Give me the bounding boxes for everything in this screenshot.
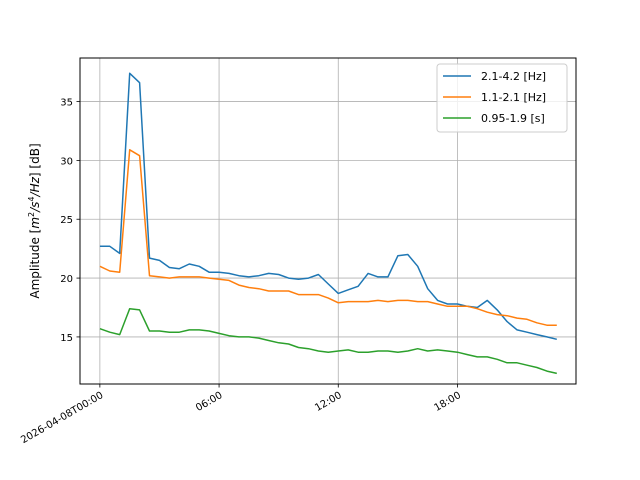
y-axis-label: Amplitude [m2/s4/Hz] [dB]: [27, 143, 42, 298]
legend-label-1: 2.1-4.2 [Hz]: [481, 70, 546, 83]
y-axis-ticks: 15 20 25 30 35: [60, 98, 80, 344]
y-tick-label: 25: [60, 215, 73, 226]
x-tick-label: 2026-04-08T00:00: [19, 390, 105, 446]
x-tick-label: 18:00: [432, 390, 462, 414]
x-axis-ticks: 2026-04-08T00:00 06:00 12:00 18:00: [19, 384, 463, 446]
legend: 2.1-4.2 [Hz] 1.1-2.1 [Hz] 0.95-1.9 [s]: [436, 63, 568, 133]
x-tick-label: 06:00: [194, 390, 224, 414]
series-line-1: [99, 72, 557, 341]
plot-frame: [79, 57, 577, 385]
y-tick-label: 15: [60, 333, 73, 344]
legend-label-2: 1.1-2.1 [Hz]: [481, 91, 546, 104]
series-lines: [99, 72, 557, 375]
legend-box: [436, 63, 568, 133]
series-line-3: [99, 307, 557, 375]
y-tick-label: 20: [60, 274, 73, 285]
x-tick-label: 12:00: [313, 390, 343, 414]
series-line-2: [99, 149, 557, 326]
y-tick-label: 35: [60, 98, 73, 109]
y-tick-label: 30: [60, 156, 73, 167]
legend-label-3: 0.95-1.9 [s]: [481, 112, 545, 125]
